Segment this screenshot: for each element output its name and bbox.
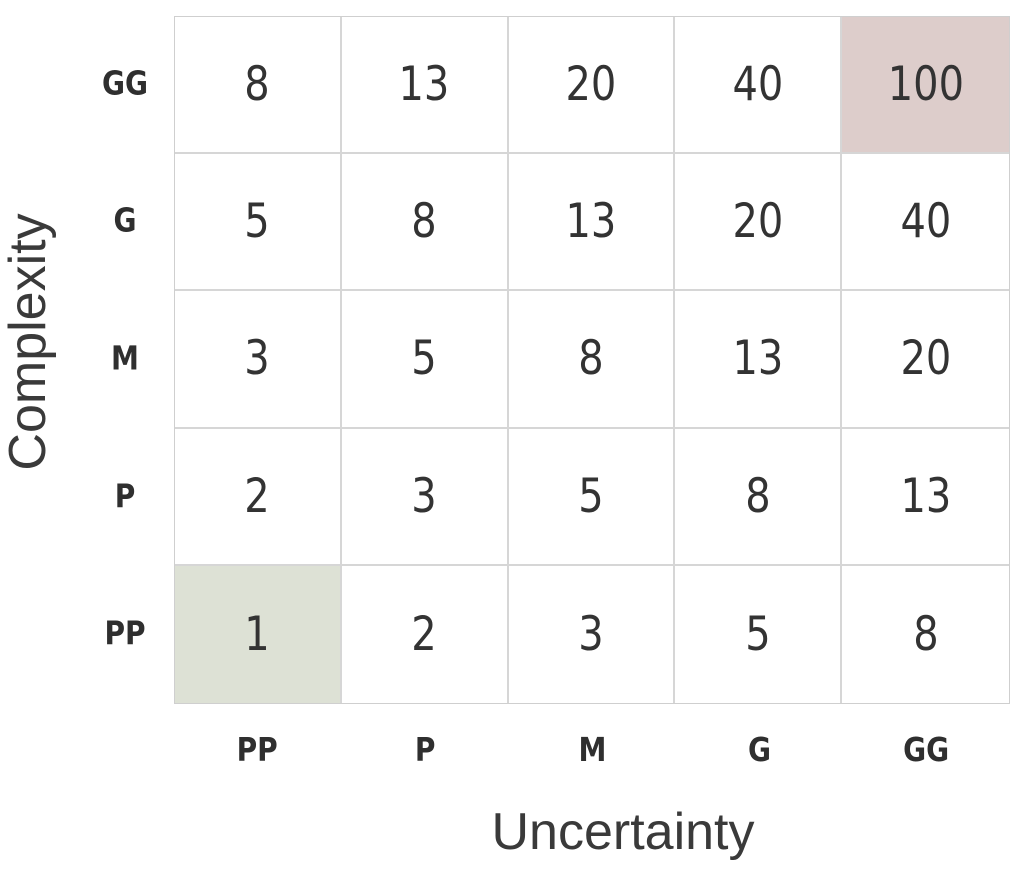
cell-value: 1 bbox=[244, 606, 271, 662]
x-axis-label: Uncertainty bbox=[491, 803, 755, 861]
cell-value: 8 bbox=[411, 194, 437, 250]
matrix-cell-r4-c1: 2 bbox=[342, 565, 509, 703]
matrix-cell-r4-c3: 5 bbox=[675, 565, 843, 703]
row-label-g: G bbox=[113, 200, 137, 240]
matrix-cell-r2-c1: 5 bbox=[341, 291, 509, 429]
matrix-cell-r4-c0: 1 bbox=[175, 565, 342, 703]
matrix-cell-r1-c4: 40 bbox=[842, 154, 1009, 292]
matrix-cell-r1-c1: 8 bbox=[341, 154, 509, 292]
matrix-cell-r3-c3: 8 bbox=[675, 428, 843, 566]
cell-value: 100 bbox=[887, 57, 964, 113]
row-label-gg: GG bbox=[101, 63, 149, 103]
matrix-cell-r0-c3: 40 bbox=[675, 17, 843, 155]
cell-value: 2 bbox=[244, 468, 271, 524]
cell-value: 5 bbox=[411, 331, 437, 387]
cell-value: 40 bbox=[732, 57, 784, 113]
matrix-cell-r3-c0: 2 bbox=[175, 428, 342, 566]
cell-value: 13 bbox=[900, 468, 952, 524]
matrix-cell-r3-c2: 5 bbox=[508, 428, 676, 566]
column-label-text: GG bbox=[903, 730, 950, 769]
cell-value: 13 bbox=[565, 194, 617, 250]
cell-value: 3 bbox=[578, 606, 604, 662]
cell-value: 8 bbox=[745, 468, 771, 524]
column-label-text: PP bbox=[237, 730, 279, 769]
matrix-cell-r2-c2: 8 bbox=[508, 291, 676, 429]
matrix-cell-r0-c1: 13 bbox=[341, 17, 509, 155]
cell-value: 20 bbox=[565, 57, 617, 113]
matrix-cell-r4-c2: 3 bbox=[509, 565, 676, 703]
column-label-pp: PP bbox=[174, 730, 341, 769]
matrix-cell-r3-c1: 3 bbox=[341, 428, 509, 566]
y-axis-label: Complexity bbox=[0, 213, 57, 471]
cell-value: 40 bbox=[900, 194, 952, 250]
matrix-cell-r2-c3: 13 bbox=[675, 291, 843, 429]
matrix-cell-r2-c0: 3 bbox=[175, 291, 342, 429]
cell-value: 5 bbox=[745, 606, 771, 662]
row-label-pp: PP bbox=[104, 613, 146, 653]
matrix-cell-r4-c4: 8 bbox=[842, 566, 1009, 703]
matrix-cell-r2-c4: 20 bbox=[842, 291, 1009, 429]
column-label-p: P bbox=[341, 730, 508, 769]
cell-value: 3 bbox=[244, 331, 271, 387]
row-label-p: P bbox=[114, 476, 136, 516]
matrix-cell-r0-c2: 20 bbox=[508, 17, 676, 155]
matrix-cell-r0-c0: 8 bbox=[175, 17, 342, 155]
cell-value: 8 bbox=[244, 57, 271, 113]
matrix-cell-r3-c4: 13 bbox=[842, 429, 1009, 566]
column-label-gg: GG bbox=[843, 730, 1010, 769]
column-label-text: P bbox=[414, 730, 436, 769]
column-label-g: G bbox=[676, 730, 843, 769]
column-label-text: G bbox=[747, 730, 771, 769]
cell-value: 13 bbox=[732, 331, 784, 387]
cell-value: 8 bbox=[912, 606, 939, 662]
matrix-cell-r1-c2: 13 bbox=[508, 154, 676, 292]
cell-value: 20 bbox=[900, 331, 952, 387]
cell-value: 5 bbox=[244, 194, 271, 250]
cell-value: 13 bbox=[398, 57, 450, 113]
matrix-cell-r1-c0: 5 bbox=[175, 154, 342, 292]
matrix-cell-r1-c3: 20 bbox=[675, 154, 843, 292]
cell-value: 20 bbox=[732, 194, 784, 250]
matrix-cell-r0-c4: 100 bbox=[842, 17, 1009, 155]
column-label-m: M bbox=[508, 730, 675, 769]
cell-value: 5 bbox=[578, 468, 604, 524]
cell-value: 2 bbox=[411, 606, 437, 662]
row-label-m: M bbox=[111, 338, 139, 378]
estimation-matrix: 8 13 20 40 100 5 8 13 20 40 3 5 8 13 20 2 3 5 8 13 1 2 3 5 8 bbox=[174, 16, 1010, 704]
cell-value: 8 bbox=[578, 331, 604, 387]
cell-value: 3 bbox=[411, 468, 437, 524]
column-label-text: M bbox=[578, 730, 606, 769]
